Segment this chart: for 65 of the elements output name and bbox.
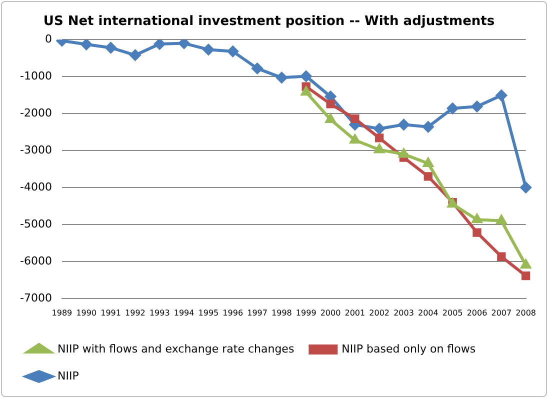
x-tick-label: 1996 (222, 308, 244, 318)
x-tick-label: 2002 (369, 308, 390, 318)
x-tick-label: 2000 (320, 308, 341, 318)
point (424, 172, 432, 181)
point (374, 144, 384, 154)
x-tick-label: 2008 (516, 308, 536, 318)
y-tick-label: -7000 (20, 291, 52, 304)
y-tick-label: -5000 (20, 217, 52, 230)
y-tick-label: -2000 (20, 106, 52, 120)
point (301, 86, 312, 96)
x-tick-label: 1991 (100, 308, 121, 318)
point (80, 40, 92, 50)
y-tick-label: 0 (44, 32, 52, 46)
point (350, 134, 360, 144)
y-tick-label: -6000 (20, 254, 52, 268)
point (202, 44, 214, 56)
x-tick-label: 2006 (466, 308, 488, 318)
point (326, 114, 336, 123)
x-tick-label: 2007 (491, 308, 512, 318)
point (398, 148, 409, 158)
y-tick-label: -3000 (20, 143, 52, 156)
point (154, 40, 166, 50)
point (422, 121, 434, 132)
x-tick-label: 2001 (344, 308, 366, 318)
legend-label: NIIP based only on flows (342, 342, 476, 356)
point (326, 100, 335, 108)
point (521, 272, 530, 280)
point (447, 102, 458, 114)
point (375, 134, 384, 142)
x-tick-label: 2004 (418, 308, 438, 318)
point (471, 101, 482, 112)
x-tick-label: 1993 (149, 308, 170, 318)
point (105, 42, 116, 54)
point (374, 123, 385, 134)
chart-title: US Net international investment position -- With adjustments (43, 14, 495, 30)
x-tick-label: 2005 (442, 308, 463, 318)
x-tick-label: 1989 (52, 308, 72, 318)
point (252, 62, 263, 74)
point (350, 114, 360, 124)
legend-label: NIIP with flows and exchange rate changes (58, 342, 294, 356)
x-tick-label: 1992 (125, 308, 146, 318)
point (520, 260, 531, 269)
y-tick-label: -1000 (20, 69, 52, 82)
point (130, 50, 141, 61)
x-tick-label: 1995 (198, 308, 219, 318)
point (472, 228, 482, 237)
point (472, 214, 482, 224)
point (496, 90, 507, 101)
point (227, 46, 238, 57)
y-tick-label: -4000 (20, 180, 52, 194)
point (276, 72, 288, 84)
point (398, 119, 410, 130)
x-tick-label: 2003 (394, 308, 414, 318)
x-tick-label: 1999 (296, 308, 316, 318)
x-tick-label: 1998 (272, 308, 292, 318)
point (423, 158, 434, 167)
x-tick-label: 1997 (247, 308, 268, 318)
point (300, 70, 312, 82)
point (496, 215, 506, 224)
point (520, 182, 532, 193)
point (178, 40, 190, 49)
x-tick-label: 1990 (76, 308, 97, 318)
point (497, 252, 506, 261)
legend-label: NIIP (58, 369, 80, 382)
x-tick-label: 1994 (174, 308, 194, 318)
